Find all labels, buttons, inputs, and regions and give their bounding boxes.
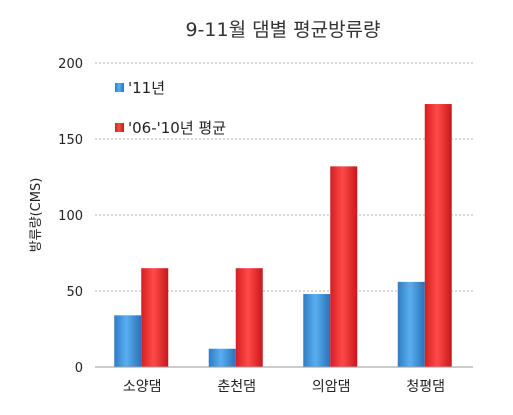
y-tick-labels: 0 50 100 150 200 [58, 57, 83, 376]
y-tick-label: 200 [58, 57, 83, 72]
bar-11-0 [114, 315, 142, 367]
legend-label-06-10-avg: '06-'10년 평균 [128, 119, 226, 137]
y-tick-label: 150 [58, 133, 83, 148]
x-tick-label: 춘천댐 [217, 379, 256, 395]
bar-11-2 [303, 294, 331, 367]
bar-06-10-avg-1 [235, 268, 263, 367]
legend-item-06-10-avg: '06-'10년 평균 [115, 119, 226, 137]
x-tick-label: 소양댐 [123, 379, 162, 395]
legend-swatch-06-10-avg [115, 123, 124, 132]
bar-11-3 [397, 281, 425, 367]
bars [114, 104, 452, 367]
legend-item-11: '11년 [115, 79, 165, 97]
y-tick-label: 0 [75, 361, 83, 376]
y-axis-label: 방류량(CMS) [29, 178, 44, 253]
legend-swatch-11 [115, 83, 124, 92]
x-tick-label: 의암댐 [312, 379, 351, 395]
legend-label-11: '11년 [128, 79, 165, 97]
y-tick-label: 50 [66, 285, 83, 300]
legend: '11년 '06-'10년 평균 [115, 79, 226, 137]
x-tick-labels: 소양댐 춘천댐 의암댐 청평댐 [123, 379, 445, 395]
y-tick-label: 100 [58, 209, 83, 224]
bar-06-10-avg-0 [141, 268, 169, 367]
bar-06-10-avg-2 [330, 166, 358, 367]
x-tick-label: 청평댐 [406, 379, 445, 395]
chart-title: 9-11월 댐별 평균방류량 [185, 19, 380, 41]
bar-06-10-avg-3 [424, 104, 452, 367]
gridlines [95, 62, 473, 292]
bar-11-1 [208, 348, 236, 367]
